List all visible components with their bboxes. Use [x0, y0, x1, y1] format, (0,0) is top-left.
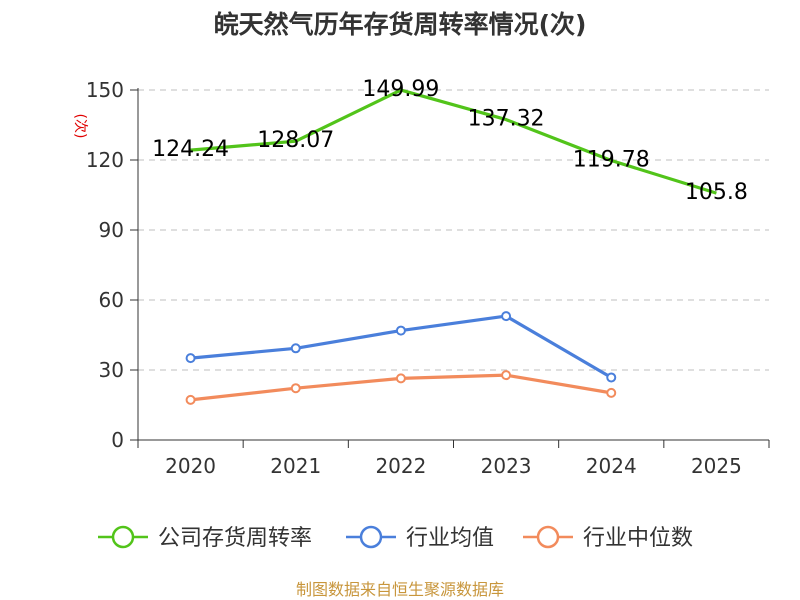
series-line — [190, 88, 717, 195]
x-tick-label: 2021 — [270, 454, 321, 478]
data-label: 124.24 — [152, 137, 229, 162]
x-tick-label: 2020 — [165, 454, 216, 478]
y-tick-label: 0 — [111, 428, 124, 452]
series-lines — [185, 88, 717, 405]
y-tick-label: 60 — [99, 288, 124, 312]
x-tick-label: 2024 — [586, 454, 637, 478]
data-point — [185, 394, 196, 405]
legend-marker — [359, 525, 383, 549]
data-point — [290, 383, 301, 394]
data-point — [606, 387, 617, 398]
data-point — [290, 343, 301, 354]
chart-title: 皖天然气历年存货周转率情况(次) — [214, 10, 587, 39]
data-point — [185, 353, 196, 364]
data-point — [606, 372, 617, 383]
x-tick-label: 2022 — [375, 454, 426, 478]
data-label: 128.07 — [257, 128, 334, 153]
legend-label: 行业中位数 — [583, 526, 693, 551]
grid-lines — [138, 89, 769, 371]
y-axis-label: (次) — [72, 114, 88, 139]
y-tick-label: 120 — [86, 148, 124, 172]
data-label: 119.78 — [573, 148, 650, 173]
legend-marker — [111, 525, 135, 549]
data-label: 149.99 — [362, 77, 439, 102]
x-tick-label: 2023 — [481, 454, 532, 478]
y-tick-label: 30 — [99, 358, 124, 382]
source-note: 制图数据来自恒生聚源数据库 — [296, 580, 504, 599]
legend-label: 行业均值 — [406, 526, 494, 551]
data-point — [395, 373, 406, 384]
legend-marker — [536, 525, 560, 549]
data-label: 105.8 — [685, 180, 748, 205]
axes: 0 30 60 90 120 150 2020 2021 2022 2023 2024 2025 — [86, 78, 770, 478]
series-line — [190, 314, 613, 379]
data-point — [501, 311, 512, 322]
legend: 公司存货周转率 行业均值 行业中位数 — [98, 525, 693, 551]
y-tick-label: 150 — [86, 78, 124, 102]
x-tick-label: 2025 — [691, 454, 742, 478]
data-point — [395, 325, 406, 336]
data-label: 137.32 — [468, 107, 545, 132]
legend-label: 公司存货周转率 — [158, 526, 312, 551]
y-tick-label: 90 — [99, 218, 124, 242]
data-labels: 124.24 128.07 149.99 137.32 119.78 105.8 — [152, 77, 748, 205]
data-point — [501, 370, 512, 381]
